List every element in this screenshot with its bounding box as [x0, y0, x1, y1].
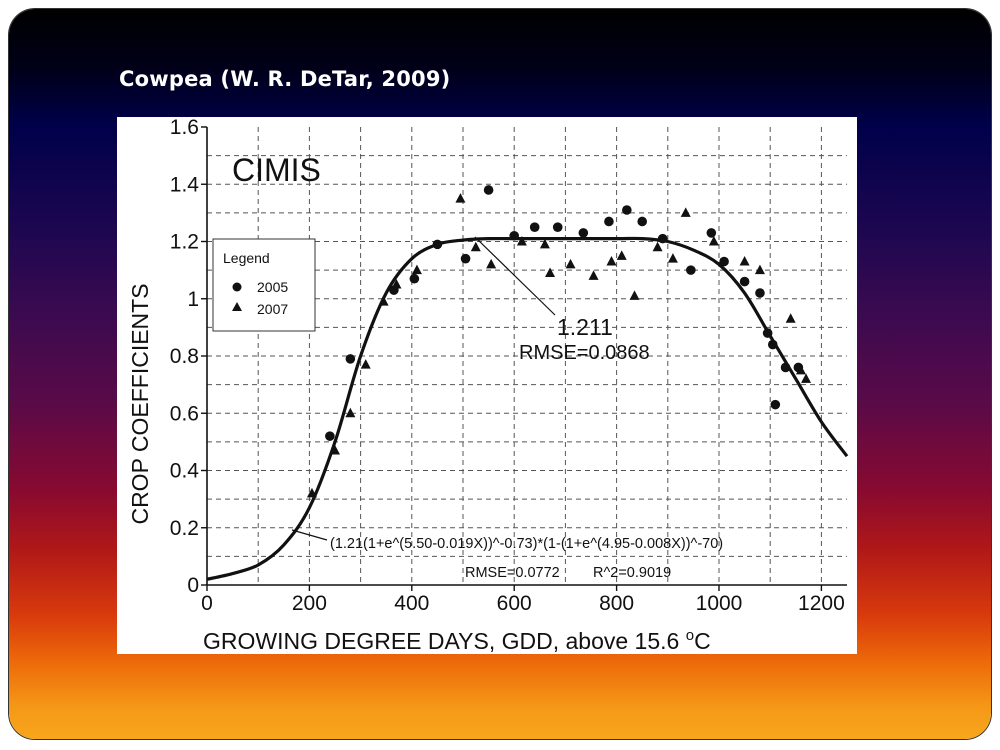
- x-tick-label: 1000: [696, 592, 743, 615]
- data-point-2005: [604, 216, 614, 227]
- legend-box: [212, 238, 316, 332]
- x-tick-label: 0: [201, 592, 213, 615]
- x-axis-title-unit: C: [694, 628, 711, 654]
- data-point-2005: [637, 216, 647, 227]
- data-point-2005: [529, 222, 540, 232]
- x-tick-label: 800: [599, 592, 634, 615]
- data-point-2005: [578, 228, 589, 238]
- x-axis-title: GROWING DEGREE DAYS, GDD, above 15.6 oC: [203, 627, 711, 654]
- data-point-2005: [686, 265, 696, 275]
- data-point-2007: [516, 236, 527, 246]
- y-tick-label: 1.2: [170, 231, 199, 254]
- axis-ticks: 0 200 400 600 800 1000 1200 0 0.2 0.4 0.6 0.8 1 1.2 1.…: [170, 117, 845, 615]
- data-point-2007: [680, 207, 691, 217]
- x-tick-label: 1200: [798, 592, 845, 615]
- data-point-2005: [739, 276, 750, 287]
- y-axis-title: CROP COEFFICIENTS: [127, 283, 153, 524]
- legend-title: Legend: [223, 250, 270, 266]
- y-tick-label: 0.2: [170, 517, 199, 540]
- data-point-2007: [739, 256, 750, 266]
- data-point-2005: [706, 228, 717, 238]
- legend-label-2005: 2005: [257, 279, 288, 295]
- data-point-2007: [616, 250, 627, 260]
- y-tick-label: 1: [187, 288, 199, 311]
- crop-coefficient-chart: 0 200 400 600 800 1000 1200 0 0.2 0.4 0.6 0.8 1 1.2 1.…: [127, 117, 849, 654]
- fit-rmse-label: RMSE=0.0772: [465, 565, 560, 581]
- data-point-2007: [545, 267, 556, 277]
- chart-panel: 0 200 400 600 800 1000 1200 0 0.2 0.4 0.6 0.8 1 1.2 1.…: [117, 117, 857, 654]
- data-point-2007: [652, 241, 663, 252]
- data-point-2007: [667, 253, 678, 263]
- grid-lines: [207, 127, 847, 585]
- data-point-2007: [588, 270, 599, 280]
- data-point-2007: [629, 290, 640, 300]
- data-point-2007: [345, 407, 356, 418]
- legend-marker-2007: [232, 302, 242, 311]
- equation-label: (1.21(1+e^(5.50-0.019X))^-0.73)*(1-(1+e^…: [330, 536, 723, 552]
- y-tick-label: 0.8: [170, 345, 199, 368]
- data-point-2005: [755, 288, 765, 298]
- slide-title: Cowpea (W. R. DeTar, 2009): [119, 67, 451, 91]
- data-point-2007: [795, 364, 806, 375]
- x-axis-title-degree: o: [686, 627, 694, 644]
- data-point-2007: [565, 258, 576, 269]
- x-tick-label: 200: [292, 592, 327, 615]
- x-tick-label: 400: [394, 592, 429, 615]
- peak-value-label: 1.211: [557, 314, 613, 340]
- data-point-2007: [360, 359, 371, 369]
- y-tick-label: 1.6: [170, 117, 199, 139]
- y-tick-label: 0: [187, 574, 199, 597]
- data-point-2007: [486, 258, 497, 269]
- data-point-2005: [325, 431, 335, 441]
- data-point-2005: [460, 253, 471, 264]
- data-point-2007: [539, 238, 550, 249]
- fit-curve: [206, 236, 849, 581]
- panel-label: CIMIS: [232, 152, 321, 188]
- y-tick-label: 1.4: [170, 173, 200, 196]
- data-point-2007: [455, 193, 466, 203]
- equation-leader-line: [291, 529, 328, 541]
- peak-rmse-label: RMSE=0.0868: [519, 342, 650, 364]
- data-point-2005: [483, 185, 494, 195]
- x-tick-label: 600: [497, 592, 532, 615]
- legend-label-2007: 2007: [257, 301, 288, 317]
- data-point-2005: [622, 205, 632, 215]
- data-point-2005: [770, 399, 781, 410]
- slide-background: Cowpea (W. R. DeTar, 2009) 0 200 400 600 800…: [9, 9, 991, 739]
- data-point-2007: [411, 264, 422, 275]
- data-points: [306, 185, 812, 498]
- data-point-2007: [606, 256, 617, 266]
- legend: Legend 2005 2007: [212, 238, 316, 332]
- data-point-2005: [345, 354, 356, 364]
- legend-marker-2005: [232, 282, 242, 292]
- peak-leader-line: [474, 236, 556, 316]
- y-tick-label: 0.6: [170, 402, 199, 425]
- x-axis-title-main: GROWING DEGREE DAYS, GDD, above 15.6: [203, 628, 686, 654]
- fit-r2-label: R^2=0.9019: [593, 565, 671, 581]
- data-point-2007: [801, 373, 812, 383]
- y-tick-label: 0.4: [170, 460, 200, 483]
- data-point-2007: [470, 241, 481, 252]
- data-point-2007: [391, 278, 402, 289]
- data-point-2007: [754, 264, 765, 275]
- data-point-2005: [552, 222, 563, 232]
- data-point-2005: [719, 256, 729, 267]
- data-point-2007: [708, 236, 719, 246]
- data-point-2005: [409, 273, 420, 284]
- data-point-2007: [785, 313, 796, 323]
